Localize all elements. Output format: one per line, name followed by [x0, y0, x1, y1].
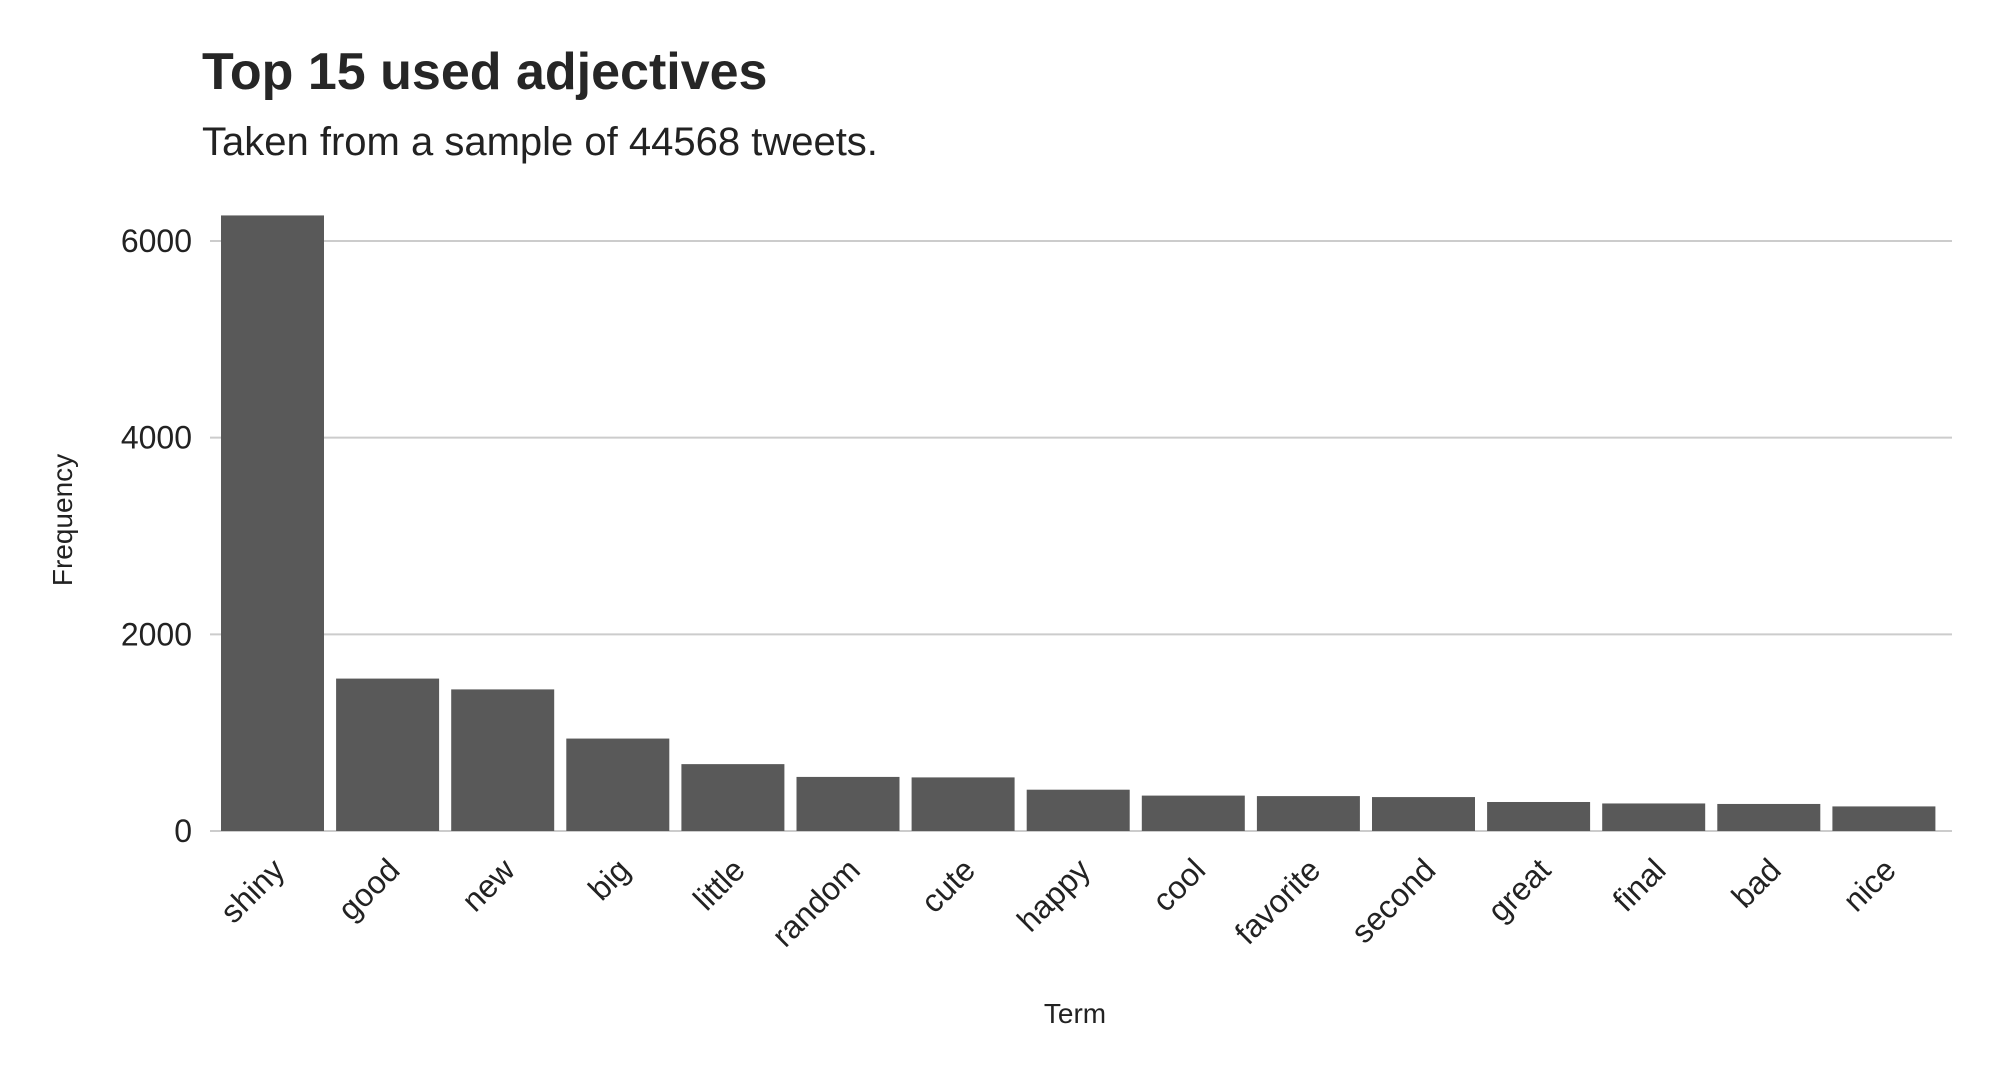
y-axis-title: Frequency — [47, 454, 78, 586]
bar-happy — [1026, 789, 1130, 831]
x-tick-label: big — [581, 851, 637, 907]
bar-cute — [911, 777, 1015, 831]
bar-big — [566, 738, 670, 831]
y-tick-label: 2000 — [121, 616, 192, 652]
x-tick-label: random — [765, 851, 867, 953]
x-tick-label: good — [331, 851, 407, 927]
x-tick-label: nice — [1836, 851, 1903, 918]
y-tick-label: 4000 — [121, 420, 192, 456]
x-tick-label: shiny — [213, 851, 291, 929]
bar-final — [1602, 803, 1706, 831]
bar-bad — [1717, 803, 1821, 831]
bars — [221, 215, 1936, 831]
x-tick-label: final — [1606, 851, 1673, 918]
bar-random — [796, 776, 900, 831]
axes: 0 2000 4000 6000 shiny good new big little random… — [121, 223, 1903, 954]
bar-nice — [1832, 806, 1936, 831]
bar-new — [451, 689, 555, 831]
bar-second — [1372, 797, 1475, 831]
x-tick-label: bad — [1725, 851, 1788, 914]
chart-title: Top 15 used adjectives — [202, 43, 768, 101]
bar-great — [1487, 801, 1591, 831]
y-tick-label: 6000 — [121, 223, 192, 259]
x-tick-label: cool — [1145, 851, 1212, 918]
bar-shiny — [221, 215, 324, 831]
x-tick-label: favorite — [1228, 851, 1328, 951]
bar-little — [681, 764, 785, 831]
bar-good — [336, 678, 440, 831]
x-tick-label: second — [1344, 851, 1442, 949]
x-axis-title: Term — [1044, 998, 1106, 1029]
x-tick-label: happy — [1010, 851, 1097, 938]
x-tick-label: cute — [914, 851, 982, 919]
bar-cool — [1141, 795, 1245, 831]
y-tick-label: 0 — [174, 813, 192, 849]
bar-favorite — [1256, 796, 1360, 831]
x-tick-label: new — [455, 851, 523, 919]
x-tick-label: great — [1481, 851, 1558, 928]
chart-subtitle: Taken from a sample of 44568 tweets. — [202, 120, 878, 164]
x-tick-label: little — [686, 851, 752, 917]
